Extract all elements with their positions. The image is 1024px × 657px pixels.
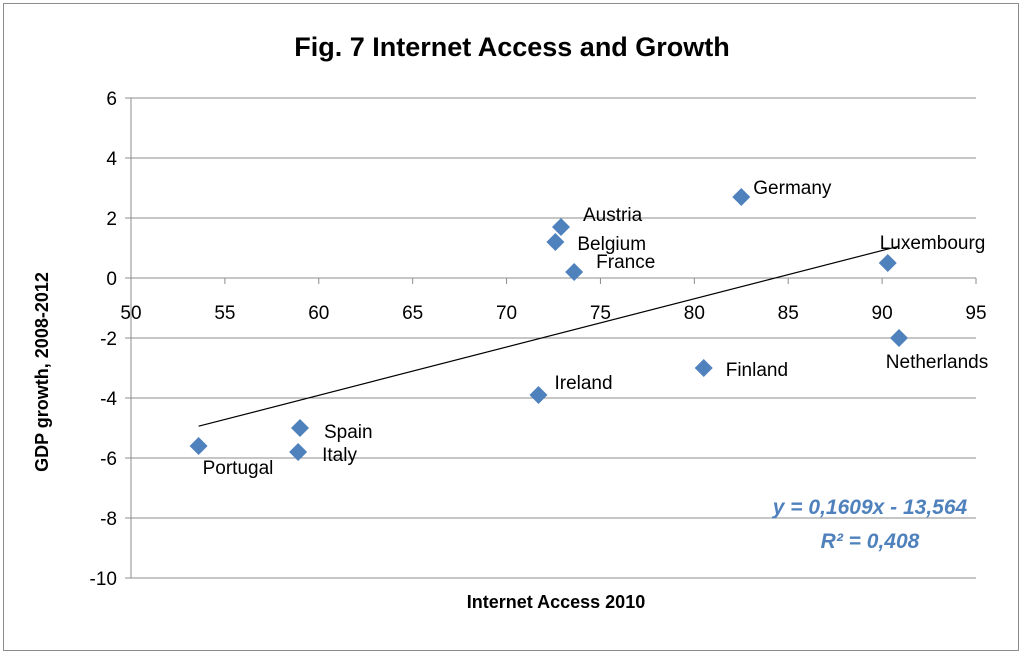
data-point-marker: [291, 419, 309, 437]
data-point-marker: [565, 263, 584, 281]
data-point-label: Germany: [753, 178, 832, 199]
data-point-marker: [732, 188, 751, 206]
y-tick-label: -10: [90, 569, 117, 590]
x-tick-label: 70: [496, 303, 517, 324]
y-tick-label: -6: [100, 449, 117, 470]
x-tick-label: 80: [684, 303, 705, 324]
gridlines: [131, 97, 976, 579]
data-point-label: Austria: [583, 205, 643, 226]
x-tick-label: 50: [120, 303, 141, 324]
trendline: [198, 245, 900, 427]
chart-title: Fig. 7 Internet Access and Growth: [294, 32, 730, 62]
data-point-label: France: [596, 252, 655, 273]
x-tick-label: 95: [965, 303, 986, 324]
data-point-label: Belgium: [577, 234, 646, 255]
data-point-label: Portugal: [203, 458, 274, 479]
data-point-marker: [289, 443, 308, 461]
y-tick-label: 6: [106, 89, 117, 110]
data-point-marker: [552, 218, 571, 236]
data-point-label: Ireland: [554, 373, 612, 394]
data-point-marker: [546, 233, 565, 251]
x-tick-label: 55: [214, 303, 235, 324]
data-point-marker: [189, 437, 208, 455]
x-tick-label: 85: [778, 303, 799, 324]
data-point-label: Finland: [726, 360, 788, 381]
data-point-marker: [878, 254, 897, 272]
data-points: [189, 188, 909, 461]
data-point-marker: [890, 329, 909, 347]
point-labels: PortugalSpainItalyIrelandAustriaBelgiumF…: [203, 178, 989, 479]
chart-frame: Fig. 7 Internet Access and Growth 50 55 60…: [3, 3, 1019, 651]
y-tick-label: -4: [100, 389, 117, 410]
y-axis-title: GDP growth, 2008-2012: [32, 272, 52, 472]
axes: [125, 97, 977, 579]
x-tick-label: 90: [872, 303, 893, 324]
y-tick-label: 2: [106, 209, 117, 230]
data-point-label: Luxembourg: [880, 233, 986, 254]
data-point-label: Spain: [324, 422, 373, 443]
y-tick-label: -8: [100, 509, 117, 530]
y-tick-labels: 6 4 2 0 -2 -4 -6 -8 -10: [90, 89, 118, 590]
y-tick-label: 0: [106, 269, 117, 290]
data-point-label: Italy: [322, 445, 357, 466]
scatter-chart: Fig. 7 Internet Access and Growth 50 55 60…: [32, 32, 989, 612]
x-tick-label: 65: [402, 303, 423, 324]
y-tick-label: 4: [106, 149, 117, 170]
x-tick-label: 75: [590, 303, 611, 324]
x-axis-title: Internet Access 2010: [467, 592, 645, 612]
data-point-marker: [529, 386, 548, 404]
trendline-group: [198, 245, 900, 427]
data-point-marker: [694, 359, 713, 377]
data-point-label: Netherlands: [886, 352, 988, 373]
x-tick-labels: 50 55 60 65 70 75 80 85 90 95: [120, 303, 986, 324]
y-tick-label: -2: [100, 329, 117, 350]
trendline-equation: y = 0,1609x - 13,564: [772, 496, 968, 519]
x-tick-label: 60: [308, 303, 329, 324]
trendline-r-squared: R² = 0,408: [821, 530, 920, 553]
